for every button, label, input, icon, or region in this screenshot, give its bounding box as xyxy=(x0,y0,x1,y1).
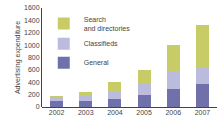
svg-text:2004: 2004 xyxy=(107,109,123,116)
svg-text:General: General xyxy=(84,59,109,66)
svg-text:0: 0 xyxy=(36,103,40,110)
svg-text:200: 200 xyxy=(28,91,40,98)
svg-text:400: 400 xyxy=(28,79,40,86)
svg-text:1600: 1600 xyxy=(24,4,40,11)
svg-text:1000: 1000 xyxy=(24,42,40,49)
svg-text:2006: 2006 xyxy=(165,109,181,116)
svg-text:2005: 2005 xyxy=(136,109,152,116)
svg-text:600: 600 xyxy=(28,66,40,73)
svg-text:2003: 2003 xyxy=(78,109,94,116)
svg-text:2002: 2002 xyxy=(49,109,65,116)
svg-text:Classifieds: Classifieds xyxy=(84,40,118,47)
svg-text:1400: 1400 xyxy=(24,17,40,24)
svg-text:1200: 1200 xyxy=(24,29,40,36)
svg-text:800: 800 xyxy=(28,54,40,61)
svg-text:Advertising expenditure: Advertising expenditure xyxy=(14,21,22,94)
svg-text:2007: 2007 xyxy=(195,109,211,116)
svg-text:Searchand directories: Searchand directories xyxy=(84,16,130,32)
